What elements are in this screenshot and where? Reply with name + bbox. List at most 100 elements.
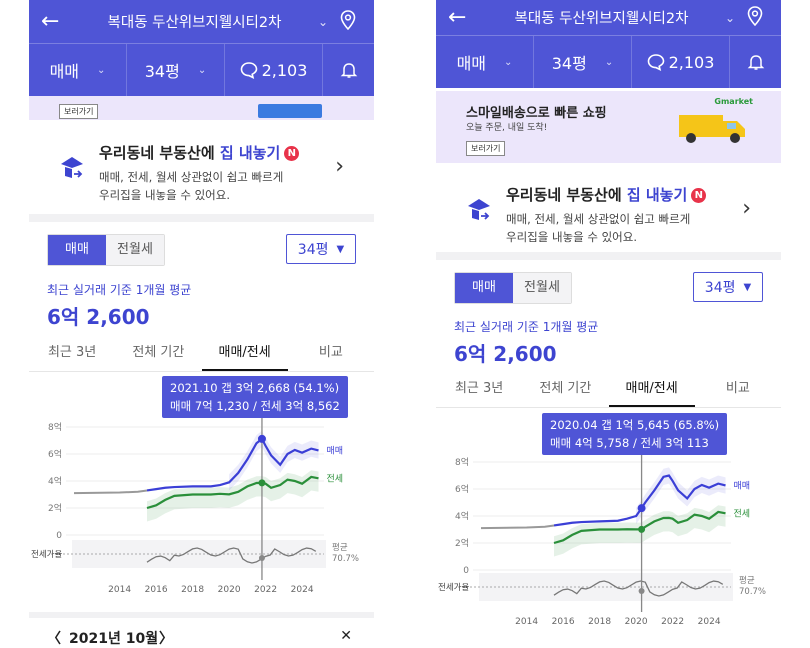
ratio-line bbox=[553, 580, 724, 597]
banner-button[interactable]: 보러가기 bbox=[59, 104, 99, 119]
sale-range-band bbox=[229, 430, 319, 491]
deal-type-select[interactable]: 매매 ⌄ bbox=[29, 44, 127, 96]
chevron-down-icon: ⌄ bbox=[504, 56, 513, 68]
close-icon[interactable]: ✕ bbox=[340, 628, 352, 644]
segment-sale[interactable]: 매매 bbox=[455, 273, 513, 303]
next-month-button[interactable]: 〉 bbox=[159, 631, 173, 647]
chart-tooltip: 2020.04 갭 1억 5,645 (65.8%) 매매 4억 5,758 /… bbox=[542, 413, 728, 455]
chevron-right-icon[interactable]: › bbox=[742, 196, 751, 221]
tab-all-period[interactable]: 전체 기간 bbox=[132, 345, 185, 360]
x-tick-label: 2016 bbox=[145, 585, 168, 595]
bell-icon bbox=[747, 55, 764, 70]
sale-range-band bbox=[636, 467, 726, 525]
size-dropdown[interactable]: 34평 ▼ bbox=[693, 272, 763, 302]
listing-card[interactable]: 우리동네 부동산에 집 내놓기 N 매매, 전세, 월세 상관없이 쉽고 빠르게 우… bbox=[29, 128, 374, 216]
series-line-sale bbox=[553, 474, 726, 527]
listing-card[interactable]: 우리동네 부동산에 집 내놓기 N 매매, 전세, 월세 상관없이 쉽고 빠르게 우… bbox=[436, 170, 781, 258]
tab-sale-rent[interactable]: 매매/전세 bbox=[201, 338, 288, 371]
chevron-down-icon[interactable]: ⌄ bbox=[317, 14, 329, 29]
x-tick-label: 2022 bbox=[254, 585, 277, 595]
series-line-jeonse bbox=[553, 510, 726, 545]
bell-icon bbox=[340, 63, 357, 78]
x-tick-label: 2020 bbox=[218, 585, 241, 595]
average-value: 70.7% bbox=[739, 587, 766, 597]
divider bbox=[29, 214, 374, 222]
segment-sale[interactable]: 매매 bbox=[48, 235, 106, 265]
current-month: 2021년 10월 bbox=[69, 631, 159, 647]
chart-tooltip: 2021.10 갭 3억 2,668 (54.1%) 매매 7억 1,230 /… bbox=[162, 376, 348, 418]
y-tick-label: 4억 bbox=[48, 475, 62, 487]
complex-title[interactable]: 복대동 두산위브지웰시티2차 bbox=[107, 15, 282, 31]
comments-button[interactable]: 2,103 bbox=[632, 36, 730, 88]
listing-desc: 매매, 전세, 월세 상관없이 쉽고 빠르게 우리집을 내놓을 수 있어요. bbox=[506, 210, 690, 246]
alarm-button[interactable] bbox=[323, 44, 374, 96]
y-tick-label: 8억 bbox=[455, 456, 469, 468]
home-upload-icon bbox=[468, 199, 490, 220]
back-arrow-icon[interactable]: ← bbox=[448, 5, 467, 30]
prev-month-button[interactable]: 〈 bbox=[47, 631, 61, 647]
average-label: 평균 bbox=[332, 542, 348, 553]
size-dropdown-label: 34평 bbox=[297, 242, 329, 258]
chevron-down-icon: ⌄ bbox=[97, 64, 106, 76]
size-dropdown[interactable]: 34평 ▼ bbox=[286, 234, 356, 264]
legend-label: 전세 bbox=[734, 508, 751, 519]
deal-type-label: 매매 bbox=[49, 62, 80, 81]
chevron-down-icon[interactable]: ⌄ bbox=[724, 10, 736, 25]
early-sale-line bbox=[73, 489, 148, 495]
ratio-label: 전세가율 bbox=[31, 549, 62, 560]
complex-title[interactable]: 복대동 두산위브지웰시티2차 bbox=[514, 11, 689, 27]
ratio-marker bbox=[638, 588, 645, 594]
size-dropdown-label: 34평 bbox=[704, 280, 736, 296]
segment-rent[interactable]: 전월세 bbox=[106, 235, 164, 265]
x-tick-label: 2014 bbox=[515, 617, 538, 627]
phone-screen-1: 우리동네 부동산에 집 내놓기 N 매매, 전세, 월세 상관없이 쉽고 빠르게 우… bbox=[29, 0, 374, 648]
tab-recent-3y[interactable]: 최근 3년 bbox=[47, 345, 97, 360]
listing-desc-line1: 매매, 전세, 월세 상관없이 쉽고 빠르게 bbox=[99, 170, 284, 184]
y-tick-label: 0 bbox=[56, 531, 62, 541]
size-select[interactable]: 34평 ⌄ bbox=[534, 36, 632, 88]
map-pin-icon[interactable] bbox=[334, 9, 362, 34]
delivery-truck-image bbox=[679, 115, 745, 143]
average-label: 최근 실거래 기준 1개월 평균 bbox=[454, 320, 599, 334]
home-upload-icon bbox=[61, 157, 83, 178]
jeonse-marker bbox=[258, 479, 266, 487]
chevron-right-icon[interactable]: › bbox=[335, 154, 344, 179]
tab-recent-3y[interactable]: 최근 3년 bbox=[454, 381, 504, 396]
tab-sale-rent[interactable]: 매매/전세 bbox=[608, 374, 695, 407]
deal-type-select[interactable]: 매매 ⌄ bbox=[436, 36, 534, 88]
tab-all-period[interactable]: 전체 기간 bbox=[539, 381, 592, 396]
back-arrow-icon[interactable]: ← bbox=[41, 9, 60, 34]
x-tick-label: 2020 bbox=[625, 617, 648, 627]
series-line-jeonse bbox=[146, 475, 319, 510]
comment-count: 2,103 bbox=[261, 60, 308, 80]
x-tick-label: 2018 bbox=[181, 585, 204, 595]
listing-title-highlight: 집 내놓기 bbox=[219, 144, 281, 162]
sale-marker bbox=[257, 434, 266, 443]
tab-compare[interactable]: 비교 bbox=[725, 381, 750, 396]
y-tick-label: 0 bbox=[463, 566, 469, 576]
tab-compare[interactable]: 비교 bbox=[318, 345, 343, 360]
size-select[interactable]: 34평 ⌄ bbox=[127, 44, 225, 96]
comment-count: 2,103 bbox=[668, 52, 715, 72]
map-pin-icon[interactable] bbox=[741, 5, 769, 30]
chevron-down-icon: ⌄ bbox=[604, 56, 614, 68]
comments-button[interactable]: 2,103 bbox=[225, 44, 323, 96]
deal-segment: 매매 전월세 bbox=[454, 272, 572, 304]
y-tick-label: 2억 bbox=[48, 502, 62, 514]
x-tick-label: 2024 bbox=[698, 617, 721, 627]
deal-segment: 매매 전월세 bbox=[47, 234, 165, 266]
banner-button[interactable]: 보러가기 bbox=[466, 141, 506, 156]
listing-desc: 매매, 전세, 월세 상관없이 쉽고 빠르게 우리집을 내놓을 수 있어요. bbox=[99, 168, 283, 204]
legend-label: 매매 bbox=[327, 445, 344, 456]
banner-title: 스마일배송으로 빠른 쇼핑 bbox=[466, 106, 607, 121]
segment-rent[interactable]: 전월세 bbox=[513, 273, 571, 303]
alarm-button[interactable] bbox=[730, 36, 781, 88]
ad-banner[interactable]: 스마일배송으로 빠른 쇼핑 오늘 주문, 내일 도착! 보러가기 Gmarket bbox=[436, 91, 781, 163]
listing-title: 우리동네 부동산에 집 내놓기 N bbox=[506, 184, 707, 205]
deal-type-label: 매매 bbox=[456, 54, 487, 73]
header: ← 복대동 두산위브지웰시티2차 ⌄ 매매 ⌄ 34평 ⌄ 2,103 bbox=[436, 0, 781, 88]
sale-marker bbox=[637, 504, 646, 513]
legend-label: 매매 bbox=[734, 480, 751, 491]
